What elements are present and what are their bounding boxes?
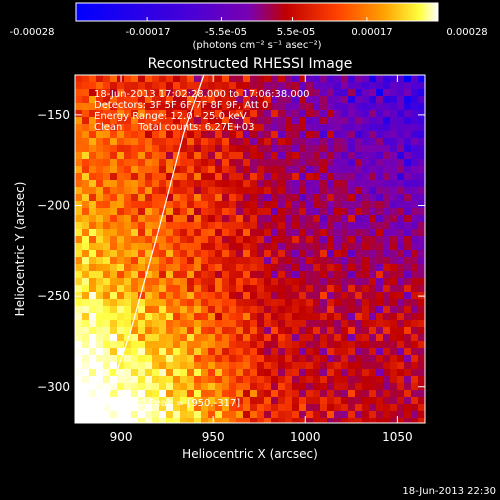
x-axis-label: Heliocentric X (arcsec) [182,447,318,461]
x-tick-label: 1000 [290,430,321,444]
colorbar-tick-label: -0.00017 [126,27,171,38]
solar-limb-curve [98,75,205,423]
y-axis-label: Heliocentric Y (arcsec) [13,182,27,317]
y-tick-label: −200 [37,199,70,213]
colorbar [75,2,439,22]
annotation-energy-range: Energy Range: 12.0 - 25.0 keV [94,111,247,122]
plot-frame [74,74,426,424]
x-tick-label: 950 [202,430,225,444]
colorbar-ticks [75,17,439,21]
x-tick-label: 1050 [382,430,413,444]
axis-ticks [75,75,425,423]
colorbar-tick-label: -0.00028 [10,27,55,38]
annotation-clean-counts: Clean Total counts: 6.27E+03 [94,122,254,133]
y-tick-label: −150 [37,108,70,122]
heatmap [75,75,425,423]
annotation-detectors: Detectors: 3F 5F 6F 7F 8F 9F, Att 0 [94,100,268,111]
colorbar-tick-label: 0.00028 [446,27,487,38]
chart-title: Reconstructed RHESSI Image [148,56,353,72]
colorbar-tick-label: 0.00017 [351,27,392,38]
annotation-peak-position: Position of Peak = [950,-317] [94,398,240,409]
y-tick-label: −300 [37,380,70,394]
colorbar-unit-label: (photons cm⁻² s⁻¹ asec⁻²) [192,40,321,51]
footer-timestamp: 18-Jun-2013 22:30 [402,486,496,497]
x-tick-label: 900 [110,430,133,444]
colorbar-tick-label: -5.5e-05 [205,27,247,38]
colorbar-tick-label: 5.5e-05 [277,27,315,38]
y-tick-label: −250 [37,289,70,303]
annotation-time-range: 18-Jun-2013 17:02:28.000 to 17:06:38.000 [94,89,310,100]
